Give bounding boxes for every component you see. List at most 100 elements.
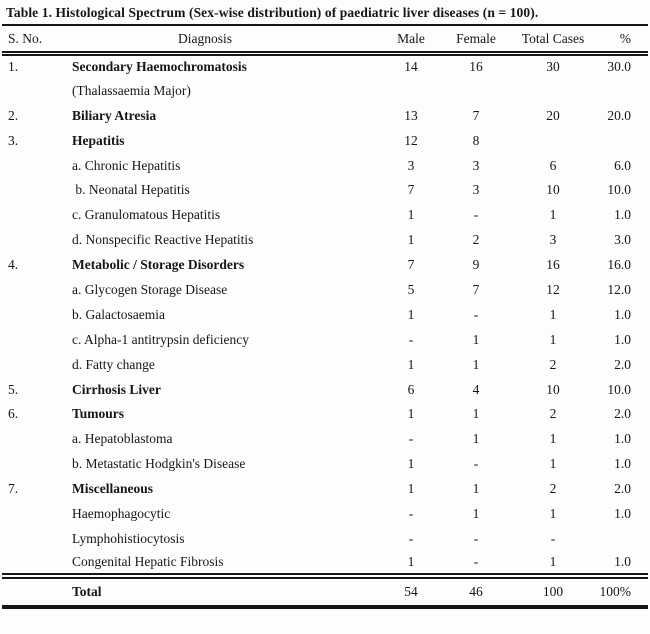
cell-sno: 1. bbox=[8, 59, 19, 75]
table-row: Congenital Hepatic Fibrosis 1 - 1 1.0 bbox=[2, 551, 648, 576]
cell-male: - bbox=[408, 530, 414, 546]
diagnosis-table: S. No. Diagnosis Male Female Total Cases… bbox=[2, 26, 648, 610]
cell-diagnosis: b. Neonatal Hepatitis bbox=[72, 182, 190, 198]
cell-diagnosis: Hepatitis bbox=[72, 132, 125, 148]
cell-male: 7 bbox=[407, 182, 415, 198]
cell-female: - bbox=[473, 530, 479, 546]
cell-male: 7 bbox=[407, 257, 415, 273]
cell-total-cases: 1 bbox=[549, 431, 557, 447]
cell-percent: 1.0 bbox=[614, 207, 631, 223]
cell-female: 1 bbox=[472, 431, 480, 447]
cell-percent bbox=[598, 526, 648, 551]
cell-male: 1 bbox=[407, 232, 415, 248]
cell-sno bbox=[2, 78, 64, 103]
cell-diagnosis: d. Nonspecific Reactive Hepatitis bbox=[72, 232, 254, 248]
cell-male: 1 bbox=[407, 406, 415, 422]
cell-diagnosis: Cirrhosis Liver bbox=[72, 381, 161, 397]
cell-diagnosis: Metabolic / Storage Disorders bbox=[72, 257, 245, 273]
table-row: b. Metastatic Hodgkin's Disease 1 - 1 1.0 bbox=[2, 452, 648, 477]
cell-percent: 16.0 bbox=[607, 257, 631, 273]
cell-sno bbox=[2, 302, 64, 327]
cell-sno bbox=[2, 452, 64, 477]
cell-diagnosis: Lymphohistiocytosis bbox=[72, 530, 185, 546]
cell-total-cases bbox=[508, 78, 598, 103]
table-row: 2. Biliary Atresia 13 7 20 20.0 bbox=[2, 103, 648, 128]
cell-percent: 12.0 bbox=[607, 281, 631, 297]
cell-percent: 2.0 bbox=[614, 356, 631, 372]
cell-diagnosis: a. Hepatoblastoma bbox=[72, 431, 173, 447]
cell-total-cases: 2 bbox=[549, 481, 557, 497]
cell-percent: 1.0 bbox=[614, 456, 631, 472]
cell-total-cases bbox=[508, 128, 598, 153]
cell-diagnosis: Total bbox=[64, 573, 378, 610]
cell-sno: 6. bbox=[8, 406, 19, 422]
cell-total-cases: 1 bbox=[549, 505, 557, 521]
cell-male: 6 bbox=[407, 381, 415, 397]
table-row: b. Neonatal Hepatitis 7 3 10 10.0 bbox=[2, 178, 648, 203]
cell-female: 9 bbox=[472, 257, 480, 273]
cell-total-cases: - bbox=[550, 530, 556, 546]
table-row: b. Galactosaemia 1 - 1 1.0 bbox=[2, 302, 648, 327]
cell-diagnosis: (Thalassaemia Major) bbox=[72, 82, 191, 98]
cell-percent: 1.0 bbox=[614, 554, 631, 570]
cell-sno: 3. bbox=[8, 132, 19, 148]
cell-female bbox=[444, 78, 508, 103]
cell-diagnosis: Miscellaneous bbox=[72, 481, 153, 497]
col-header-percent: % bbox=[598, 26, 648, 56]
cell-female: 3 bbox=[472, 182, 480, 198]
cell-male: - bbox=[408, 431, 414, 447]
cell-male: 3 bbox=[407, 157, 415, 173]
cell-diagnosis: d. Fatty change bbox=[72, 356, 155, 372]
cell-female: 3 bbox=[472, 157, 480, 173]
cell-total-cases: 2 bbox=[549, 406, 557, 422]
cell-total-cases: 1 bbox=[549, 554, 557, 570]
table-row: Lymphohistiocytosis - - - bbox=[2, 526, 648, 551]
cell-total-cases: 1 bbox=[549, 456, 557, 472]
table-row: d. Fatty change 1 1 2 2.0 bbox=[2, 352, 648, 377]
cell-total-cases: 2 bbox=[549, 356, 557, 372]
cell-sno bbox=[2, 551, 64, 576]
cell-percent: 30.0 bbox=[607, 59, 631, 75]
cell-male: 13 bbox=[404, 107, 418, 123]
cell-male: 5 bbox=[407, 281, 415, 297]
cell-female: 7 bbox=[472, 107, 480, 123]
cell-male: 1 bbox=[407, 306, 415, 322]
cell-percent: 10.0 bbox=[607, 381, 631, 397]
cell-female: - bbox=[473, 554, 479, 570]
cell-sno: 7. bbox=[8, 481, 19, 497]
col-header-sno: S. No. bbox=[2, 26, 64, 56]
cell-male: - bbox=[408, 505, 414, 521]
cell-diagnosis: b. Galactosaemia bbox=[72, 306, 165, 322]
cell-total-cases: 10 bbox=[546, 381, 560, 397]
cell-total-cases: 20 bbox=[546, 107, 560, 123]
cell-total-cases: 100 bbox=[508, 573, 598, 610]
cell-diagnosis: Tumours bbox=[72, 406, 125, 422]
cell-sno bbox=[2, 228, 64, 253]
table-row: d. Nonspecific Reactive Hepatitis 1 2 3 3.0 bbox=[2, 228, 648, 253]
cell-percent bbox=[598, 78, 648, 103]
cell-female: 7 bbox=[472, 281, 480, 297]
table-row: 1. Secondary Haemochromatosis 14 16 30 30.0 bbox=[2, 54, 648, 79]
cell-diagnosis: a. Glycogen Storage Disease bbox=[72, 281, 228, 297]
cell-diagnosis: c. Alpha-1 antitrypsin deficiency bbox=[72, 331, 249, 347]
cell-sno bbox=[2, 203, 64, 228]
cell-percent: 6.0 bbox=[614, 157, 631, 173]
cell-female: 1 bbox=[472, 481, 480, 497]
cell-percent: 1.0 bbox=[614, 431, 631, 447]
cell-male: 1 bbox=[407, 481, 415, 497]
cell-percent: 1.0 bbox=[614, 306, 631, 322]
cell-total-cases: 1 bbox=[549, 331, 557, 347]
table-row: c. Granulomatous Hepatitis 1 - 1 1.0 bbox=[2, 203, 648, 228]
cell-sno bbox=[2, 327, 64, 352]
cell-diagnosis: Secondary Haemochromatosis bbox=[72, 59, 247, 75]
cell-sno: 4. bbox=[8, 257, 19, 273]
cell-percent: 3.0 bbox=[614, 232, 631, 248]
cell-female: - bbox=[473, 306, 479, 322]
cell-female: 46 bbox=[444, 573, 508, 610]
cell-total-cases: 16 bbox=[546, 257, 560, 273]
table-row: a. Chronic Hepatitis 3 3 6 6.0 bbox=[2, 153, 648, 178]
cell-total-cases: 1 bbox=[549, 306, 557, 322]
cell-female: - bbox=[473, 456, 479, 472]
table-row: 4. Metabolic / Storage Disorders 7 9 16 16.0 bbox=[2, 253, 648, 278]
cell-male: 1 bbox=[407, 456, 415, 472]
